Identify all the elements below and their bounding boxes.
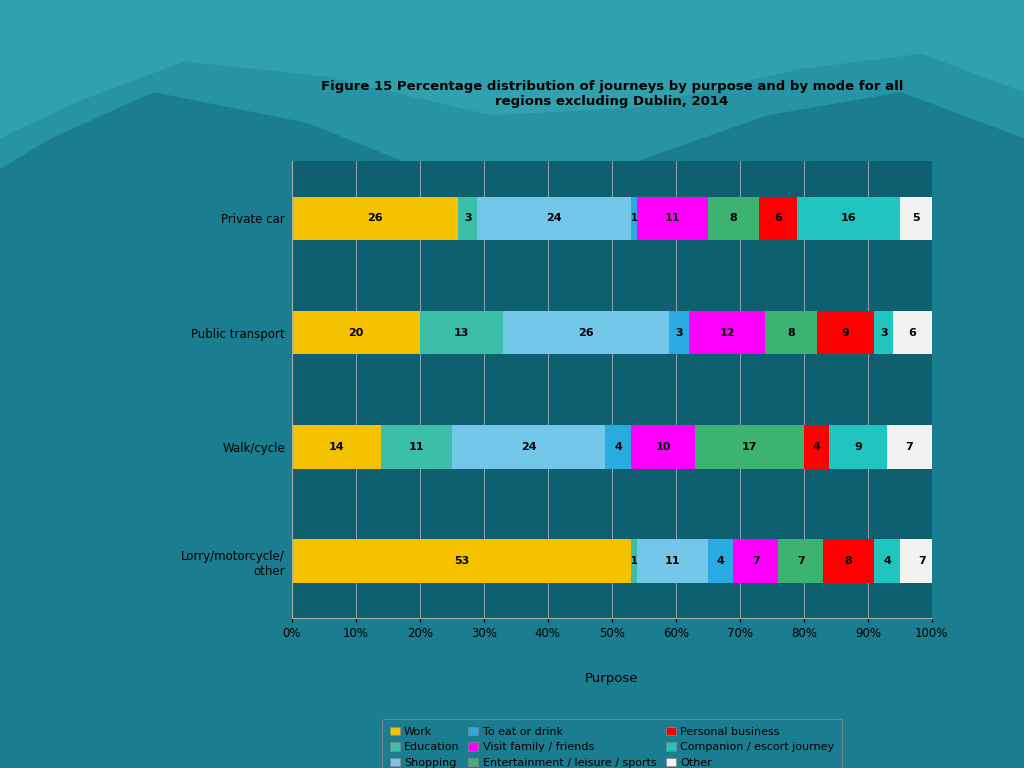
Bar xyxy=(893,311,932,354)
Bar xyxy=(874,311,893,354)
Polygon shape xyxy=(0,0,1024,184)
Text: 3: 3 xyxy=(464,214,472,223)
Text: 9: 9 xyxy=(842,328,849,338)
Bar xyxy=(477,197,631,240)
Text: 1: 1 xyxy=(631,556,638,566)
Text: 26: 26 xyxy=(368,214,383,223)
Text: 20: 20 xyxy=(348,328,364,338)
Text: 10: 10 xyxy=(655,442,671,452)
Text: 24: 24 xyxy=(547,214,562,223)
Text: 3: 3 xyxy=(675,328,683,338)
Bar xyxy=(670,311,689,354)
Text: 7: 7 xyxy=(905,442,913,452)
Text: 7: 7 xyxy=(797,556,805,566)
Text: 14: 14 xyxy=(329,442,344,452)
Text: 7: 7 xyxy=(919,556,926,566)
Text: 4: 4 xyxy=(883,556,891,566)
Text: 6: 6 xyxy=(908,328,916,338)
Text: 11: 11 xyxy=(665,214,680,223)
Text: 4: 4 xyxy=(813,442,820,452)
Text: 4: 4 xyxy=(614,442,623,452)
Bar xyxy=(631,197,637,240)
Text: 8: 8 xyxy=(787,328,795,338)
Bar xyxy=(823,539,874,583)
Text: 24: 24 xyxy=(521,442,537,452)
Polygon shape xyxy=(0,0,1024,138)
Text: 11: 11 xyxy=(665,556,680,566)
Bar xyxy=(708,539,733,583)
Bar xyxy=(874,539,900,583)
Text: 8: 8 xyxy=(845,556,853,566)
Text: 12: 12 xyxy=(719,328,735,338)
Bar xyxy=(817,311,874,354)
Bar xyxy=(766,311,817,354)
Bar xyxy=(688,311,766,354)
Text: Purpose: Purpose xyxy=(585,672,639,685)
Bar xyxy=(887,425,932,468)
Text: 11: 11 xyxy=(409,442,424,452)
Bar xyxy=(829,425,887,468)
Bar xyxy=(292,311,420,354)
Text: 3: 3 xyxy=(880,328,888,338)
Bar xyxy=(798,197,900,240)
Bar xyxy=(292,425,381,468)
Text: 13: 13 xyxy=(454,328,469,338)
Bar xyxy=(637,197,708,240)
Text: 26: 26 xyxy=(579,328,594,338)
Bar xyxy=(804,425,829,468)
Bar xyxy=(381,425,452,468)
Text: 1: 1 xyxy=(631,214,638,223)
Bar xyxy=(631,539,637,583)
Bar xyxy=(733,539,778,583)
Bar xyxy=(708,197,759,240)
Text: 8: 8 xyxy=(729,214,737,223)
Bar xyxy=(459,197,477,240)
Bar xyxy=(503,311,670,354)
Text: 7: 7 xyxy=(752,556,760,566)
Bar xyxy=(452,425,605,468)
Bar xyxy=(292,197,459,240)
Bar xyxy=(695,425,804,468)
Text: 16: 16 xyxy=(841,214,856,223)
Bar xyxy=(759,197,798,240)
Bar xyxy=(631,425,695,468)
Bar xyxy=(900,197,932,240)
Text: 9: 9 xyxy=(854,442,862,452)
Text: 53: 53 xyxy=(454,556,469,566)
Text: Figure 15 Percentage distribution of journeys by purpose and by mode for all
reg: Figure 15 Percentage distribution of jou… xyxy=(321,80,903,108)
Text: 4: 4 xyxy=(717,556,725,566)
Bar xyxy=(420,311,503,354)
Bar xyxy=(292,539,631,583)
Bar xyxy=(605,425,631,468)
Legend: Work, Education, Shopping, To eat or drink, Visit family / friends, Entertainmen: Work, Education, Shopping, To eat or dri… xyxy=(382,719,842,768)
Bar xyxy=(778,539,823,583)
Text: 6: 6 xyxy=(774,214,782,223)
Text: 5: 5 xyxy=(912,214,920,223)
Bar xyxy=(637,539,708,583)
Text: 17: 17 xyxy=(741,442,757,452)
Bar xyxy=(900,539,944,583)
